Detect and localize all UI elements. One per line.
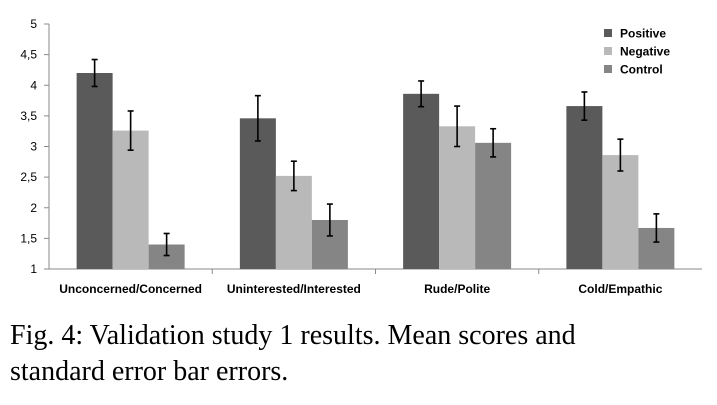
- y-tick-label: 3: [30, 140, 37, 154]
- x-category-label: Cold/Empathic: [578, 282, 662, 296]
- bar: [112, 130, 149, 269]
- x-category-label: Uninterested/Interested: [227, 282, 361, 296]
- error-bar: [91, 58, 98, 88]
- y-tick-label: 4,5: [20, 48, 37, 62]
- legend-label: Positive: [620, 27, 666, 41]
- bar: [239, 118, 276, 269]
- chart-error-bars: [91, 58, 660, 257]
- error-bar: [490, 127, 497, 158]
- y-tick-label: 5: [30, 17, 37, 31]
- legend-swatch: [604, 29, 612, 37]
- y-tick-label: 2,5: [20, 170, 37, 184]
- bar: [602, 155, 639, 269]
- bar: [475, 142, 512, 269]
- legend-swatch: [604, 47, 612, 55]
- figure-caption: Fig. 4: Validation study 1 results. Mean…: [10, 318, 710, 390]
- error-bar: [653, 213, 660, 243]
- error-bar: [290, 160, 297, 192]
- y-tick-label: 4: [30, 78, 37, 92]
- caption-line-2: standard error bar errors.: [10, 356, 289, 387]
- chart-bars: [76, 73, 675, 269]
- bar: [439, 126, 476, 269]
- bar-chart: 11,522,533,544,55 Unconcerned/Concerned U…: [20, 17, 702, 296]
- error-bar: [581, 91, 588, 121]
- x-category-label: Rude/Polite: [424, 282, 490, 296]
- legend-label: Negative: [620, 45, 670, 59]
- legend: Positive Negative Control: [604, 27, 670, 77]
- caption-line-1: Fig. 4: Validation study 1 results. Mean…: [10, 320, 576, 351]
- error-bar: [326, 203, 333, 237]
- error-bar: [418, 80, 425, 108]
- error-bar: [163, 232, 170, 257]
- error-bar: [454, 105, 461, 148]
- x-category-label: Unconcerned/Concerned: [59, 282, 202, 296]
- bar: [76, 73, 113, 269]
- legend-label: Control: [620, 63, 663, 77]
- y-tick-label: 3,5: [20, 109, 37, 123]
- legend-swatch: [604, 65, 612, 73]
- y-tick-label: 2: [30, 201, 37, 215]
- error-bar: [254, 94, 261, 142]
- y-tick-label: 1: [30, 262, 37, 276]
- y-axis-ticks: 1 1,5 2 2,5 3 3,5 4 4,5 5: [20, 17, 49, 276]
- bar: [403, 93, 440, 269]
- error-bar: [127, 110, 134, 151]
- bar: [566, 106, 603, 269]
- x-axis-categories: Unconcerned/Concerned Uninterested/Intere…: [59, 269, 663, 296]
- bar: [275, 175, 312, 269]
- y-tick-label: 1,5: [20, 231, 37, 245]
- error-bar: [617, 138, 624, 172]
